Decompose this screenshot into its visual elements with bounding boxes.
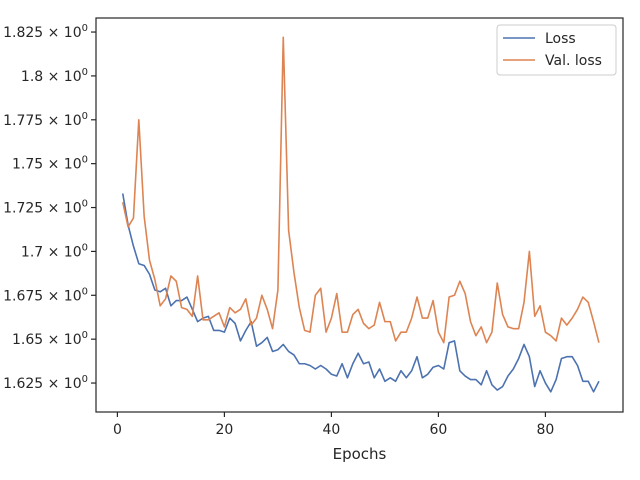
y-tick-label: 1.8 × 100 <box>21 67 88 85</box>
legend-label-loss: Loss <box>545 31 576 47</box>
y-tick-label: 1.625 × 100 <box>3 374 88 392</box>
y-tick-label: 1.75 × 100 <box>12 155 88 173</box>
x-tick-label: 80 <box>537 422 555 438</box>
legend: Loss Val. loss <box>496 24 617 76</box>
y-tick-label: 1.65 × 100 <box>12 330 88 348</box>
plot-frame <box>95 17 624 413</box>
y-axis: 1.625 × 100 1.65 × 100 1.675 × 100 1.7 × 10… <box>3 23 96 392</box>
y-tick-label: 1.775 × 100 <box>3 111 88 129</box>
x-tick-label: 20 <box>215 422 233 438</box>
y-tick-label: 1.7 × 100 <box>21 242 88 260</box>
legend-label-val-loss: Val. loss <box>545 53 602 69</box>
series-line-val-loss <box>121 36 600 344</box>
y-tick-label: 1.725 × 100 <box>3 199 88 217</box>
plot-lines <box>121 36 600 393</box>
y-tick-label: 1.675 × 100 <box>3 286 88 304</box>
x-axis: 0 20 40 60 80 <box>113 412 554 438</box>
y-tick-label: 1.825 × 100 <box>3 23 88 41</box>
x-tick-label: 60 <box>430 422 448 438</box>
x-axis-label: Epochs <box>333 445 387 463</box>
x-tick-label: 0 <box>113 422 122 438</box>
x-tick-label: 40 <box>322 422 340 438</box>
